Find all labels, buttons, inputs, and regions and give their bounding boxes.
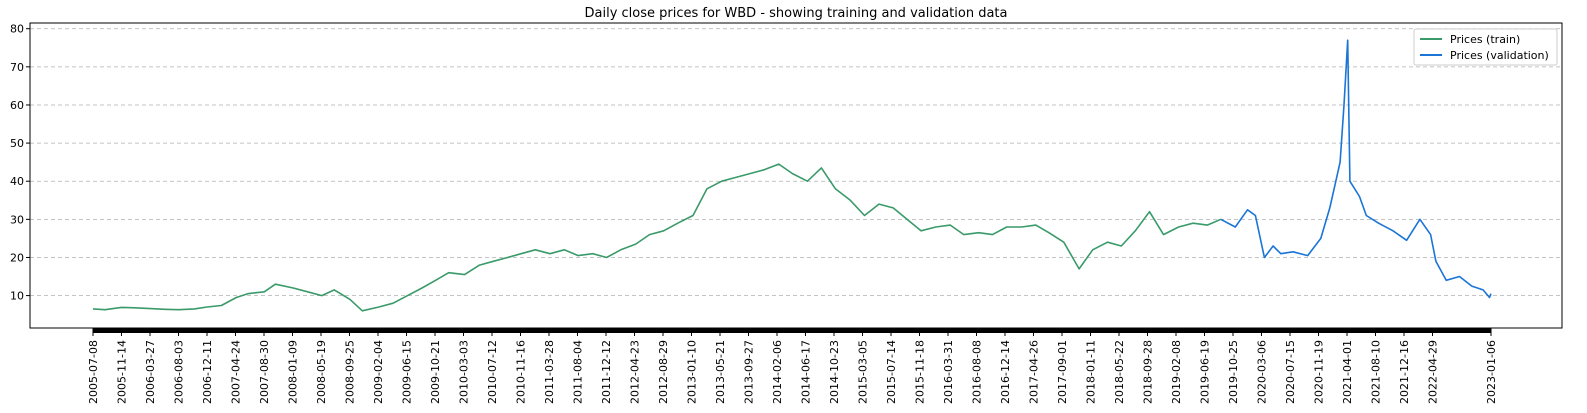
x-tick-label: 2009-10-21 xyxy=(429,340,442,404)
x-axis: 2005-07-08 2005-11-14 2006-03-27 2006-08-03… xyxy=(87,328,1498,404)
series-line-train xyxy=(92,163,1222,312)
x-tick-label: 2006-12-11 xyxy=(201,340,214,404)
y-tick-label: 60 xyxy=(10,99,24,112)
x-tick-label: 2015-11-18 xyxy=(914,340,927,404)
x-tick-label: 2021-12-16 xyxy=(1398,340,1411,404)
legend-box xyxy=(1413,28,1558,66)
x-tick-label: 2010-03-03 xyxy=(458,340,471,404)
x-tick-label: 2007-04-24 xyxy=(230,340,243,404)
grid xyxy=(30,28,1562,296)
x-tick-label: 2022-04-29 xyxy=(1427,340,1440,404)
chart-title: Daily close prices for WBD - showing tra… xyxy=(585,6,1008,21)
x-tick-label: 2005-07-08 xyxy=(87,340,100,404)
x-tick-label: 2014-02-06 xyxy=(771,340,784,404)
x-tick-label: 2013-01-10 xyxy=(686,340,699,404)
x-tick-label: 2016-03-31 xyxy=(942,340,955,404)
x-tick-label: 2018-05-22 xyxy=(1113,340,1126,404)
x-tick-label: 2021-08-10 xyxy=(1370,340,1383,404)
series-line-validation xyxy=(1220,39,1492,299)
y-axis: 10 20 30 40 50 60 70 80 xyxy=(10,23,30,303)
x-tick-label: 2013-09-27 xyxy=(743,340,756,404)
x-tick-label: 2023-01-06 xyxy=(1485,340,1498,404)
y-tick-label: 70 xyxy=(10,61,24,74)
x-tick-label: 2015-07-14 xyxy=(885,340,898,404)
x-tick-label: 2019-02-08 xyxy=(1170,340,1183,404)
legend-label-validation: Prices (validation) xyxy=(1450,49,1549,62)
x-tick-label: 2007-08-30 xyxy=(258,340,271,404)
x-tick-label: 2019-10-25 xyxy=(1227,340,1240,404)
x-tick-band xyxy=(93,328,1491,333)
x-tick-label: 2018-01-11 xyxy=(1085,340,1098,404)
x-tick-label: 2015-03-05 xyxy=(857,340,870,404)
x-tick-label: 2014-06-17 xyxy=(800,340,813,404)
x-tick-label: 2011-08-04 xyxy=(572,340,585,404)
x-tick-label: 2019-06-19 xyxy=(1199,340,1212,404)
y-tick-label: 40 xyxy=(10,175,24,188)
series-layer xyxy=(92,39,1492,312)
x-tick-label: 2012-04-23 xyxy=(629,340,642,404)
x-tick-label: 2013-05-21 xyxy=(714,340,727,404)
x-tick-label: 2011-03-28 xyxy=(543,340,556,404)
x-tick-label: 2021-04-01 xyxy=(1341,340,1354,404)
y-tick-label: 20 xyxy=(10,251,24,264)
x-tick-label: 2020-11-19 xyxy=(1313,340,1326,404)
x-tick-label: 2017-09-01 xyxy=(1056,340,1069,404)
x-tick-label: 2008-01-09 xyxy=(287,340,300,404)
x-tick-label: 2010-07-12 xyxy=(486,340,499,404)
x-tick-label: 2020-03-06 xyxy=(1256,340,1269,404)
x-tick-label: 2005-11-14 xyxy=(116,340,129,404)
x-tick-label: 2006-03-27 xyxy=(144,340,157,404)
x-tick-label: 2016-12-14 xyxy=(999,340,1012,404)
x-tick-label: 2006-08-03 xyxy=(173,340,186,404)
x-tick-label: 2009-06-15 xyxy=(401,340,414,404)
x-tick-label: 2008-09-25 xyxy=(344,340,357,404)
y-tick-label: 80 xyxy=(10,23,24,36)
x-tick-label: 2016-08-08 xyxy=(971,340,984,404)
y-tick-label: 30 xyxy=(10,213,24,226)
x-tick-label: 2008-05-19 xyxy=(315,340,328,404)
y-tick-label: 10 xyxy=(10,290,24,303)
legend: Prices (train) Prices (validation) xyxy=(1413,28,1558,66)
x-tick-label: 2009-02-04 xyxy=(372,340,385,404)
x-tick-label: 2010-11-16 xyxy=(515,340,528,404)
x-tick-label: 2011-12-12 xyxy=(600,340,613,404)
x-tick-label: 2014-10-23 xyxy=(828,340,841,404)
x-tick-label: 2017-04-26 xyxy=(1028,340,1041,404)
x-tick-label: 2012-08-29 xyxy=(657,340,670,404)
y-tick-label: 50 xyxy=(10,137,24,150)
legend-label-train: Prices (train) xyxy=(1450,33,1520,46)
x-tick-label: 2018-09-28 xyxy=(1142,340,1155,404)
x-tick-label: 2020-07-15 xyxy=(1284,340,1297,404)
